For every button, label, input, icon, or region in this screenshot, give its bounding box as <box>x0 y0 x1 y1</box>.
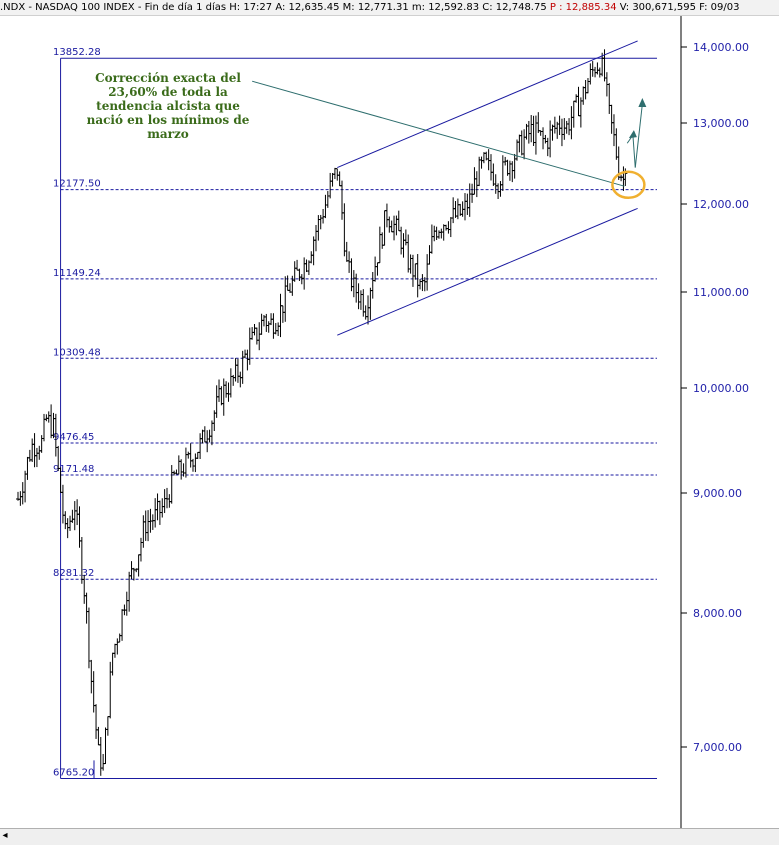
fib-level-label: 10309.48 <box>53 347 101 358</box>
date-label: F: 09/03 <box>699 2 740 13</box>
y-tick-label: 10,000.00 <box>693 382 749 395</box>
highlight-circle <box>611 170 646 200</box>
annotation-text-line: Corrección exacta del <box>95 71 241 85</box>
low-label: m: 12,592.83 <box>411 2 480 13</box>
channel-upper-line <box>337 40 638 169</box>
y-tick-label: 13,000.00 <box>693 117 749 130</box>
projection-arrow-head-small <box>628 130 637 139</box>
y-tick-label: 14,000.00 <box>693 41 749 54</box>
y-tick-label: 8,000.00 <box>693 607 742 620</box>
projection-arrow-segment <box>632 135 636 168</box>
annotation-text-line: nació en los mínimos de <box>87 113 250 127</box>
last-label: P : 12,885.34 <box>549 2 617 13</box>
annotation-text-line: 23,60% de toda la <box>108 85 228 99</box>
projection-arrow-head <box>638 98 647 107</box>
y-tick-label: 12,000.00 <box>693 198 749 211</box>
y-tick-label: 11,000.00 <box>693 286 749 299</box>
projection-arrow-segment <box>634 103 643 168</box>
symbol-label: .NDX - NASDAQ 100 INDEX <box>0 2 135 13</box>
y-tick-label: 7,000.00 <box>693 741 742 754</box>
annotation-text-line: marzo <box>147 127 189 141</box>
scroll-left-icon[interactable]: ◂ <box>2 830 8 841</box>
y-tick-label: 9,000.00 <box>693 487 742 500</box>
chart-header: .NDX - NASDAQ 100 INDEX - Fin de día 1 d… <box>0 0 779 16</box>
close-label: C: 12,748.75 <box>482 2 547 13</box>
fib-level-label: 13852.28 <box>53 47 101 58</box>
annotation-text-line: tendencia alcista que <box>96 99 240 113</box>
fib-level-label: 11149.24 <box>53 268 101 279</box>
period-label: Fin de día 1 días <box>144 2 227 13</box>
high-label: M: 12,771.31 <box>342 2 409 13</box>
hour-label: H: 17:27 <box>229 2 273 13</box>
fib-level-label: 12177.50 <box>53 179 101 190</box>
fib-level-label: 8281.32 <box>53 568 94 579</box>
time-axis-bar[interactable] <box>0 828 779 845</box>
volume-label: V: 300,671,595 <box>619 2 696 13</box>
fib-level-label: 9171.48 <box>53 464 94 475</box>
channel-lower-line <box>337 207 638 336</box>
open-label: A: 12,635.45 <box>275 2 340 13</box>
annotation-pointer-line <box>251 80 625 187</box>
fib-level-label: 9476.45 <box>53 432 94 443</box>
fib-level-label: 6765.20 <box>53 767 94 778</box>
